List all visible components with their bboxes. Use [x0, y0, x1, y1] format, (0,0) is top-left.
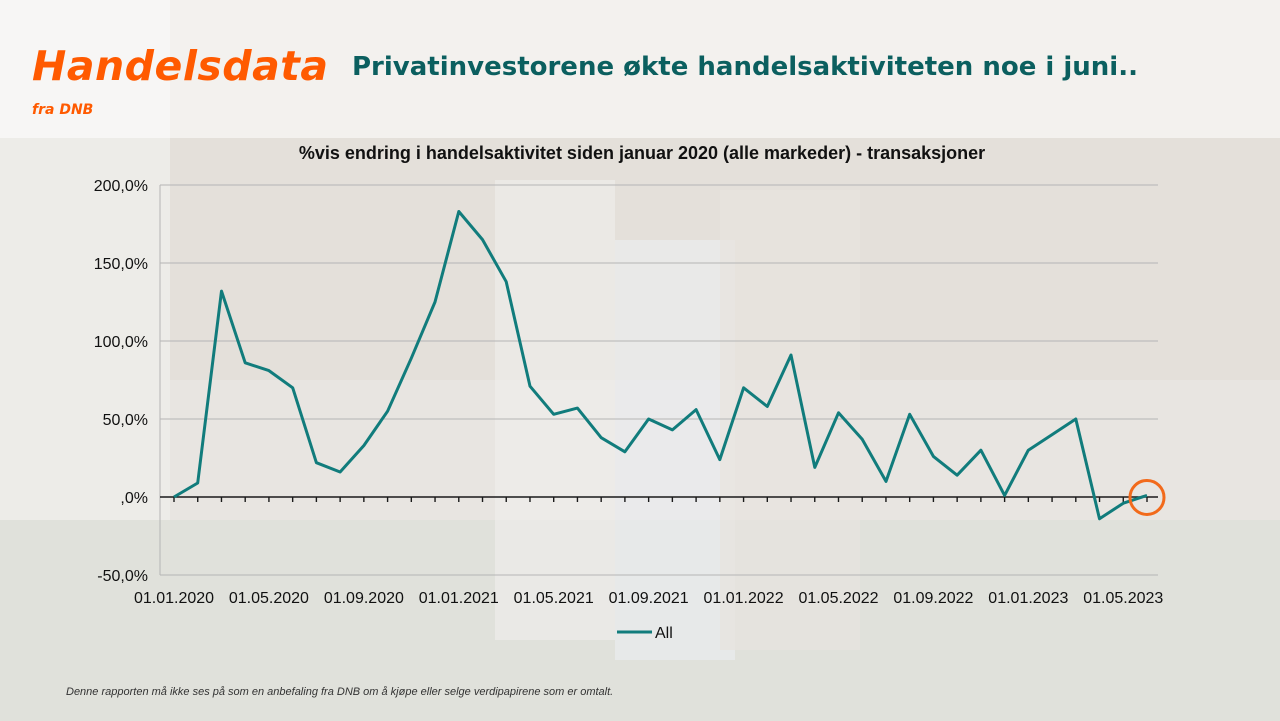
page-headline: Privatinvestorene økte handelsaktivitete… [352, 52, 1138, 82]
x-tick-label: 01.01.2023 [988, 590, 1068, 607]
y-tick-label: -50,0% [97, 568, 148, 585]
highlight-circle [1128, 478, 1166, 516]
legend-label: All [655, 625, 673, 642]
x-tick-label: 01.01.2022 [704, 590, 784, 607]
x-tick-label: 01.09.2020 [324, 590, 404, 607]
x-tick-label: 01.09.2021 [609, 590, 689, 607]
y-tick-label: 100,0% [94, 334, 148, 351]
series-line-all [173, 210, 1148, 521]
brand-subtitle: fra DNB [32, 102, 94, 118]
x-tick-label: 01.09.2022 [893, 590, 973, 607]
x-tick-label: 01.05.2023 [1083, 590, 1163, 607]
x-tick-label: 01.05.2022 [798, 590, 878, 607]
x-tick-label: 01.01.2020 [134, 590, 214, 607]
x-tick-label: 01.01.2021 [419, 590, 499, 607]
x-tick-label: 01.05.2020 [229, 590, 309, 607]
x-tick-label: 01.05.2021 [514, 590, 594, 607]
disclaimer-footnote: Denne rapporten må ikke ses på som en an… [66, 686, 614, 698]
chart-title: %vis endring i handelsaktivitet siden ja… [299, 143, 985, 163]
y-tick-label: ,0% [120, 490, 148, 507]
y-tick-label: 50,0% [103, 412, 148, 429]
brand-title: Handelsdata [32, 42, 329, 90]
y-tick-label: 150,0% [94, 256, 148, 273]
y-tick-label: 200,0% [94, 178, 148, 195]
